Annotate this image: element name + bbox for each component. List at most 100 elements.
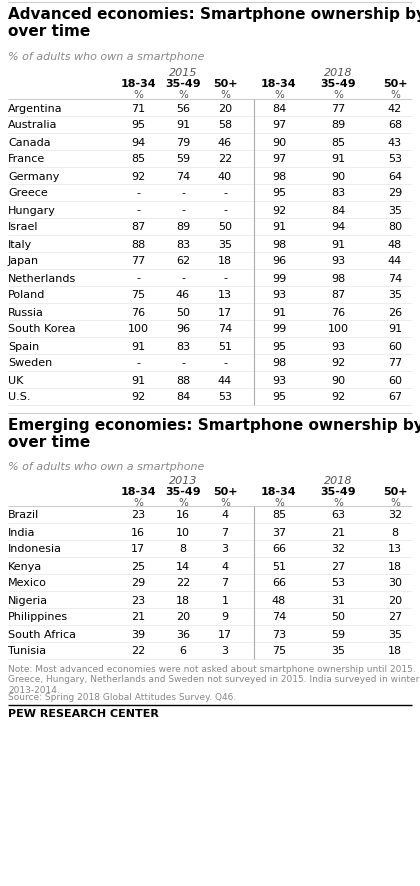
Text: 93: 93 xyxy=(331,341,345,351)
Text: 48: 48 xyxy=(388,239,402,249)
Text: 85: 85 xyxy=(272,510,286,520)
Text: 97: 97 xyxy=(272,154,286,164)
Text: 2018: 2018 xyxy=(324,476,352,486)
Text: 18: 18 xyxy=(176,595,190,605)
Text: 37: 37 xyxy=(272,527,286,537)
Text: 53: 53 xyxy=(388,154,402,164)
Text: 3: 3 xyxy=(221,544,228,554)
Text: 87: 87 xyxy=(131,222,145,232)
Text: 85: 85 xyxy=(131,154,145,164)
Text: U.S.: U.S. xyxy=(8,392,31,402)
Text: 22: 22 xyxy=(176,578,190,587)
Text: 91: 91 xyxy=(176,120,190,130)
Text: 22: 22 xyxy=(131,646,145,656)
Text: 60: 60 xyxy=(388,341,402,351)
Text: 77: 77 xyxy=(388,358,402,368)
Text: 92: 92 xyxy=(272,206,286,215)
Text: Germany: Germany xyxy=(8,171,59,182)
Text: 3: 3 xyxy=(221,646,228,656)
Text: 35: 35 xyxy=(331,646,345,656)
Text: 35-49: 35-49 xyxy=(165,486,201,496)
Text: 17: 17 xyxy=(218,629,232,639)
Text: %: % xyxy=(133,497,143,508)
Text: 60: 60 xyxy=(388,375,402,385)
Text: 14: 14 xyxy=(176,561,190,571)
Text: -: - xyxy=(181,206,185,215)
Text: 83: 83 xyxy=(176,341,190,351)
Text: 95: 95 xyxy=(272,341,286,351)
Text: -: - xyxy=(181,189,185,198)
Text: Sweden: Sweden xyxy=(8,358,52,368)
Text: Italy: Italy xyxy=(8,239,32,249)
Text: 50+: 50+ xyxy=(383,486,407,496)
Text: Emerging economies: Smartphone ownership by age
over time: Emerging economies: Smartphone ownership… xyxy=(8,417,420,450)
Text: %: % xyxy=(274,497,284,508)
Text: 32: 32 xyxy=(331,544,345,554)
Text: 31: 31 xyxy=(331,595,345,605)
Text: 71: 71 xyxy=(131,104,145,113)
Text: -: - xyxy=(223,206,227,215)
Text: 93: 93 xyxy=(331,256,345,266)
Text: 76: 76 xyxy=(131,307,145,317)
Text: Source: Spring 2018 Global Attitudes Survey. Q46.: Source: Spring 2018 Global Attitudes Sur… xyxy=(8,692,236,701)
Text: 88: 88 xyxy=(131,239,145,249)
Text: 17: 17 xyxy=(218,307,232,317)
Text: 91: 91 xyxy=(331,239,345,249)
Text: Australia: Australia xyxy=(8,120,58,130)
Text: 43: 43 xyxy=(388,137,402,147)
Text: 51: 51 xyxy=(272,561,286,571)
Text: Japan: Japan xyxy=(8,256,39,266)
Text: 2018: 2018 xyxy=(324,68,352,78)
Text: 16: 16 xyxy=(176,510,190,520)
Text: 91: 91 xyxy=(131,375,145,385)
Text: -: - xyxy=(223,273,227,284)
Text: 91: 91 xyxy=(272,222,286,232)
Text: 18: 18 xyxy=(388,646,402,656)
Text: 83: 83 xyxy=(331,189,345,198)
Text: 77: 77 xyxy=(331,104,345,113)
Text: 40: 40 xyxy=(218,171,232,182)
Text: 53: 53 xyxy=(218,392,232,402)
Text: 93: 93 xyxy=(272,291,286,300)
Text: 13: 13 xyxy=(388,544,402,554)
Text: 9: 9 xyxy=(221,612,228,622)
Text: 21: 21 xyxy=(331,527,345,537)
Text: 50: 50 xyxy=(176,307,190,317)
Text: -: - xyxy=(223,189,227,198)
Text: 29: 29 xyxy=(388,189,402,198)
Text: 17: 17 xyxy=(131,544,145,554)
Text: Greece: Greece xyxy=(8,189,48,198)
Text: 46: 46 xyxy=(218,137,232,147)
Text: 100: 100 xyxy=(328,324,349,334)
Text: 92: 92 xyxy=(131,171,145,182)
Text: 32: 32 xyxy=(388,510,402,520)
Text: UK: UK xyxy=(8,375,24,385)
Text: 1: 1 xyxy=(221,595,228,605)
Text: 98: 98 xyxy=(272,239,286,249)
Text: 35: 35 xyxy=(388,206,402,215)
Text: %: % xyxy=(333,497,343,508)
Text: India: India xyxy=(8,527,36,537)
Text: 8: 8 xyxy=(179,544,186,554)
Text: 90: 90 xyxy=(331,171,345,182)
Text: 96: 96 xyxy=(272,256,286,266)
Text: Canada: Canada xyxy=(8,137,51,147)
Text: 84: 84 xyxy=(176,392,190,402)
Text: 35: 35 xyxy=(388,629,402,639)
Text: 4: 4 xyxy=(221,561,228,571)
Text: 22: 22 xyxy=(218,154,232,164)
Text: 53: 53 xyxy=(331,578,345,587)
Text: 58: 58 xyxy=(218,120,232,130)
Text: 27: 27 xyxy=(388,612,402,622)
Text: 95: 95 xyxy=(131,120,145,130)
Text: 27: 27 xyxy=(331,561,345,571)
Text: 30: 30 xyxy=(388,578,402,587)
Text: South Korea: South Korea xyxy=(8,324,76,334)
Text: 18-34: 18-34 xyxy=(261,486,297,496)
Text: 44: 44 xyxy=(218,375,232,385)
Text: 94: 94 xyxy=(131,137,145,147)
Text: 26: 26 xyxy=(388,307,402,317)
Text: 18-34: 18-34 xyxy=(120,79,156,89)
Text: 79: 79 xyxy=(176,137,190,147)
Text: %: % xyxy=(220,89,230,100)
